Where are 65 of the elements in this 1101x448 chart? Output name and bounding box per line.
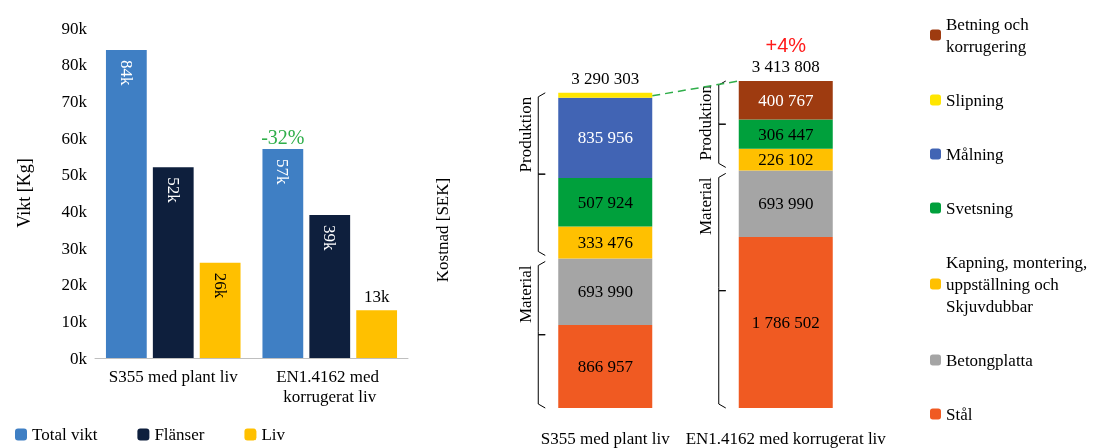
bar bbox=[738, 81, 833, 120]
bar bbox=[738, 236, 833, 408]
data-label: 333 476 bbox=[577, 233, 633, 253]
legend-label: Kapning, montering, uppställning och Skjuvdubbar bbox=[946, 252, 1092, 316]
x-tick-label: EN1.4162 med korrugerat liv bbox=[685, 429, 887, 448]
annotation: Material bbox=[696, 177, 716, 235]
y-tick-label: 10k bbox=[61, 311, 88, 331]
bar bbox=[558, 258, 653, 325]
y-tick-label: 90k bbox=[61, 18, 88, 38]
legend-label: Svetsning bbox=[946, 198, 1014, 218]
bar bbox=[558, 92, 653, 98]
data-label: 1 786 502 bbox=[751, 312, 820, 332]
bar bbox=[738, 119, 833, 149]
data-label: 693 990 bbox=[577, 282, 633, 302]
data-label: 52k bbox=[163, 177, 183, 204]
bar bbox=[105, 50, 147, 358]
bar bbox=[152, 167, 194, 358]
bar bbox=[199, 262, 241, 358]
legend-label: Stål bbox=[946, 404, 973, 424]
bar bbox=[558, 97, 653, 178]
y-tick-label: 30k bbox=[61, 238, 88, 258]
data-label: 39k bbox=[320, 225, 340, 251]
x-tick-label: S355 med plant liv bbox=[540, 429, 671, 448]
bar bbox=[558, 324, 653, 408]
data-label: 835 956 bbox=[577, 128, 633, 148]
data-label: 306 447 bbox=[758, 124, 814, 144]
legend-label: Total vikt bbox=[32, 425, 98, 444]
annotation: -32% bbox=[261, 126, 305, 148]
annotation: Produktion bbox=[696, 84, 716, 161]
data-label: 57k bbox=[273, 159, 293, 185]
annotation: Material bbox=[515, 265, 535, 324]
legend-label: Flänser bbox=[154, 425, 205, 444]
bar bbox=[262, 149, 304, 358]
x-tick-label: S355 med plant liv bbox=[108, 366, 239, 386]
y-tick-label: 40k bbox=[61, 201, 88, 221]
data-label: 507 924 bbox=[577, 192, 634, 212]
legend-label: Målning bbox=[946, 144, 1005, 164]
data-label: 693 990 bbox=[758, 194, 814, 214]
legend-label: Slipning bbox=[946, 90, 1005, 110]
y-tick-label: 50k bbox=[61, 165, 88, 185]
bar bbox=[558, 177, 653, 227]
y-axis-title: Kostnad [SEK] bbox=[432, 177, 452, 283]
total-label: 3 290 303 bbox=[571, 68, 640, 88]
y-tick-label: 60k bbox=[61, 128, 88, 148]
y-tick-label: 0k bbox=[70, 348, 88, 368]
x-tick-label: EN1.4162 med korrugerat liv bbox=[276, 366, 384, 406]
y-tick-label: 70k bbox=[61, 91, 88, 111]
bar bbox=[738, 170, 833, 237]
data-label: 13k bbox=[363, 287, 390, 307]
legend-label: Liv bbox=[261, 425, 286, 444]
y-tick-label: 80k bbox=[61, 55, 88, 75]
legend-label: Betongplatta bbox=[946, 350, 1034, 370]
y-tick-label: 20k bbox=[61, 275, 88, 295]
data-label: 26k bbox=[210, 272, 230, 299]
text: +4% bbox=[765, 34, 807, 56]
data-label: 400 767 bbox=[758, 90, 814, 110]
annotation: Produktion bbox=[515, 96, 535, 173]
bar bbox=[309, 215, 351, 358]
data-label: 866 957 bbox=[577, 356, 634, 376]
y-axis-title: Vikt [Kg] bbox=[14, 158, 34, 228]
bar bbox=[356, 310, 398, 358]
total-label: 3 413 808 bbox=[751, 57, 820, 76]
data-label: 226 102 bbox=[758, 150, 814, 170]
data-label: 84k bbox=[116, 60, 136, 86]
legend-label: Betning och korrugering bbox=[946, 14, 1033, 56]
